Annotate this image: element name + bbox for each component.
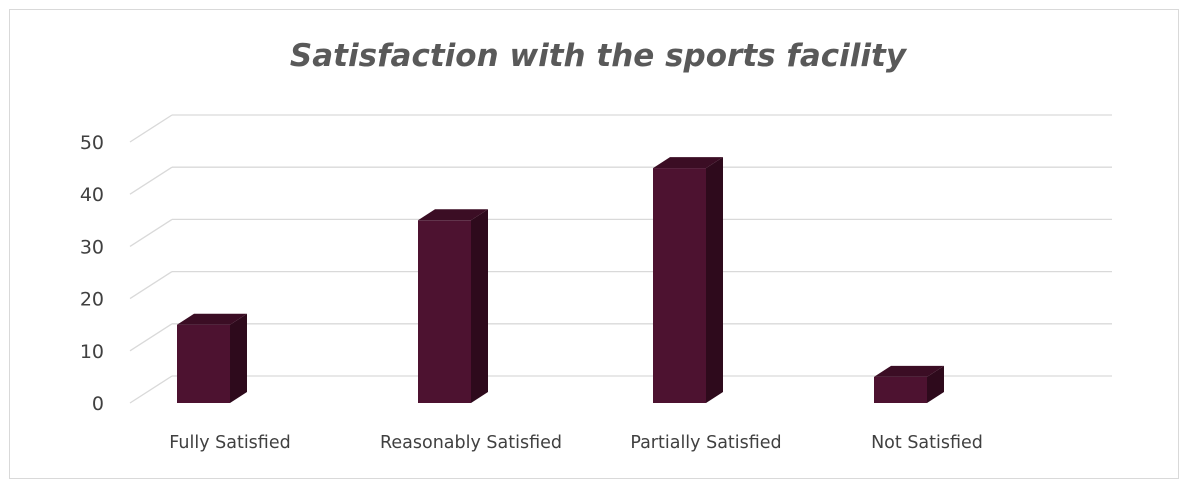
x-category-label: Partially Satisfied bbox=[630, 433, 781, 453]
y-tick-label: 10 bbox=[80, 341, 104, 363]
gridline-diagonal bbox=[129, 375, 173, 404]
gridline-diagonal bbox=[129, 114, 173, 143]
bar-front bbox=[177, 324, 230, 403]
bar-top bbox=[874, 365, 944, 377]
x-category-label: Reasonably Satisfied bbox=[380, 433, 562, 453]
bar-side bbox=[706, 157, 723, 403]
bar bbox=[418, 209, 488, 403]
grid-layer bbox=[129, 114, 1112, 404]
x-axis-categories: Fully Satisfied Reasonably Satisfied Parti… bbox=[169, 433, 983, 453]
y-tick-label: 40 bbox=[80, 184, 104, 206]
bar bbox=[874, 365, 944, 403]
bar-front bbox=[418, 220, 471, 403]
gridline-diagonal bbox=[129, 323, 173, 352]
bar-layer bbox=[177, 157, 944, 403]
bar bbox=[177, 313, 247, 403]
bar-front bbox=[653, 168, 706, 403]
bar-top bbox=[418, 209, 488, 221]
y-axis-ticks: 0 10 20 30 40 50 bbox=[80, 132, 104, 415]
bar-top bbox=[177, 313, 247, 325]
y-tick-label: 20 bbox=[80, 289, 104, 311]
y-tick-label: 0 bbox=[92, 393, 104, 415]
bar-front bbox=[874, 376, 927, 403]
bar-side bbox=[230, 313, 247, 403]
x-category-label: Fully Satisfied bbox=[169, 433, 290, 453]
x-category-label: Not Satisfied bbox=[871, 433, 983, 453]
gridline-diagonal bbox=[129, 166, 173, 195]
y-tick-label: 50 bbox=[80, 132, 104, 154]
bar-top bbox=[653, 157, 723, 169]
chart-title: Satisfaction with the sports facility bbox=[290, 38, 908, 74]
gridline-diagonal bbox=[129, 271, 173, 300]
bar-side bbox=[927, 365, 944, 403]
bar-side bbox=[471, 209, 488, 403]
gridline-diagonal bbox=[129, 218, 173, 247]
y-tick-label: 30 bbox=[80, 236, 104, 258]
bar bbox=[653, 157, 723, 403]
